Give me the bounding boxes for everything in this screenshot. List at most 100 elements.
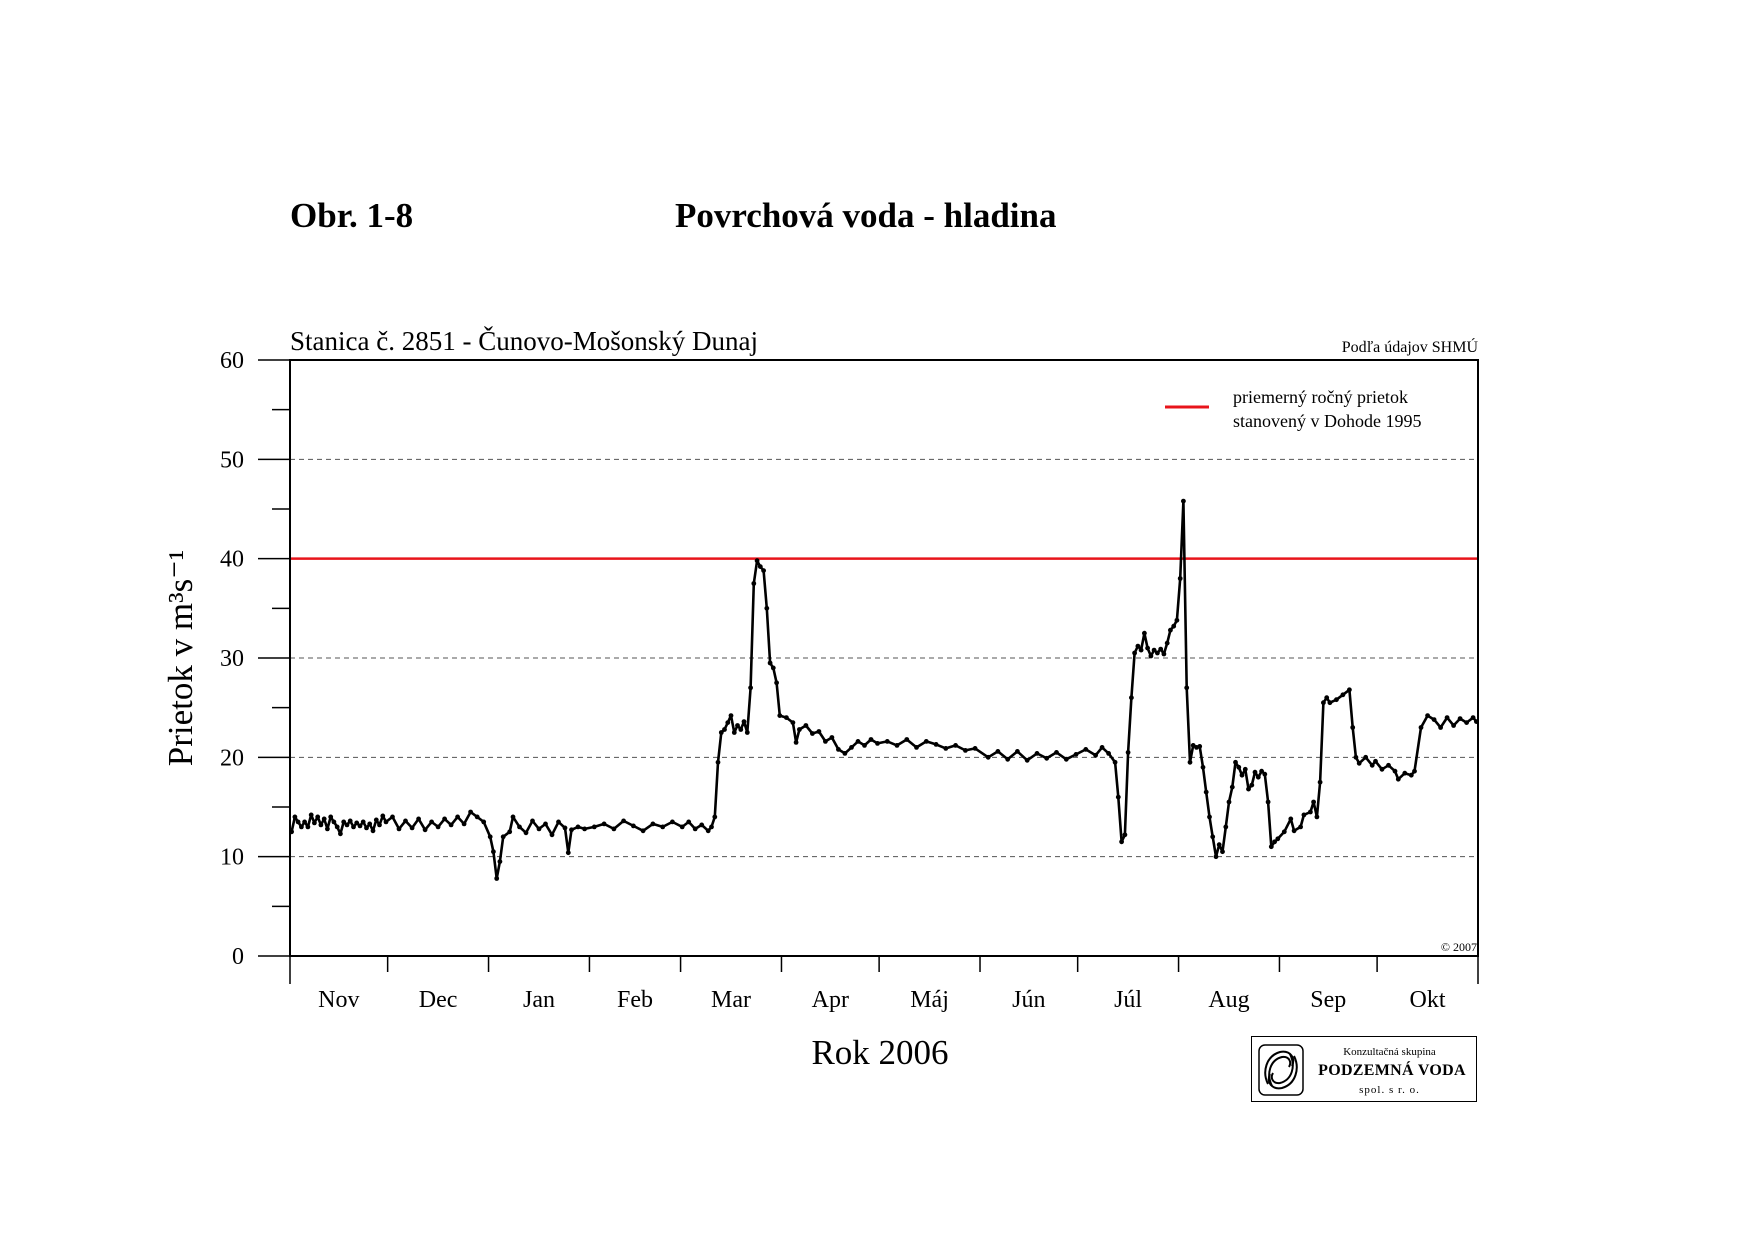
- data-point: [487, 834, 493, 840]
- data-point: [455, 814, 460, 820]
- data-point: [1298, 824, 1303, 830]
- data-point: [1015, 749, 1020, 754]
- series-layer: [289, 498, 1479, 881]
- data-point: [1265, 799, 1271, 805]
- month-label-Nov: Nov: [318, 987, 359, 1013]
- data-point: [1470, 715, 1476, 720]
- data-point: [722, 727, 727, 732]
- data-point: [321, 816, 327, 822]
- data-point: [1200, 764, 1206, 770]
- data-point: [1327, 700, 1333, 706]
- data-point: [995, 749, 1001, 754]
- data-point: [448, 822, 454, 828]
- data-point: [1135, 643, 1141, 649]
- data-point: [562, 825, 568, 831]
- data-point: [943, 746, 949, 751]
- data-point: [1132, 650, 1137, 656]
- data-point: [299, 824, 304, 830]
- data-point: [735, 723, 740, 728]
- data-point: [1259, 768, 1264, 774]
- data-point: [1174, 617, 1180, 623]
- copyright-note: © 2007: [1441, 940, 1477, 954]
- data-point: [686, 819, 692, 825]
- data-point: [1340, 692, 1346, 698]
- data-point: [709, 824, 714, 830]
- data-point: [1054, 750, 1059, 755]
- data-point: [1187, 759, 1193, 765]
- data-point: [1395, 776, 1401, 782]
- data-point: [862, 743, 867, 748]
- data-point: [953, 743, 958, 748]
- data-point: [468, 809, 473, 815]
- figure-title: Povrchová voda - hladina: [675, 196, 1057, 235]
- data-point: [308, 812, 314, 818]
- data-point: [611, 826, 617, 832]
- data-point: [1353, 754, 1359, 760]
- data-point: [679, 824, 685, 830]
- y-tick-label-60: 60: [220, 348, 244, 374]
- data-point: [1314, 814, 1320, 820]
- data-point: [985, 754, 991, 760]
- data-point: [1324, 695, 1330, 701]
- y-axis: 0 10 20 30 40 50 60: [220, 348, 290, 970]
- data-point: [875, 741, 880, 746]
- month-label-Júl: Júl: [1114, 987, 1142, 1013]
- data-point: [849, 745, 854, 750]
- data-point: [1236, 764, 1242, 770]
- data-point: [1158, 646, 1164, 652]
- data-point: [591, 824, 597, 830]
- data-point: [373, 817, 379, 823]
- data-point: [422, 827, 428, 833]
- data-point: [1210, 834, 1216, 840]
- data-point: [823, 739, 828, 744]
- data-point: [510, 814, 516, 820]
- data-point: [1369, 762, 1375, 768]
- data-point: [1431, 717, 1437, 722]
- data-point: [1229, 784, 1235, 790]
- data-point: [933, 742, 939, 747]
- data-point: [757, 564, 763, 569]
- data-point: [728, 713, 734, 718]
- data-point: [1402, 770, 1408, 776]
- data-point: [1168, 627, 1173, 633]
- data-point: [1138, 647, 1144, 653]
- data-point: [631, 823, 636, 829]
- data-point: [1451, 723, 1456, 728]
- data-point: [640, 828, 646, 834]
- data-point: [1216, 842, 1222, 848]
- data-point: [565, 850, 571, 856]
- data-point: [777, 713, 783, 718]
- data-point: [302, 819, 307, 825]
- data-point: [1226, 799, 1232, 805]
- data-point: [582, 826, 587, 832]
- data-point: [829, 735, 835, 740]
- data-point: [712, 814, 718, 820]
- data-point: [836, 747, 841, 752]
- y-tick-label-20: 20: [220, 745, 244, 771]
- y-tick-label-10: 10: [220, 845, 244, 871]
- data-point: [380, 813, 386, 819]
- data-point: [1181, 498, 1186, 504]
- data-point: [705, 828, 711, 834]
- data-point: [1197, 744, 1203, 749]
- data-point: [1262, 771, 1268, 777]
- data-point: [416, 816, 421, 822]
- legend-label-line2: stanovený v Dohode 1995: [1233, 411, 1421, 431]
- y-tick-label-50: 50: [220, 447, 244, 473]
- data-point: [1249, 782, 1255, 788]
- station-subtitle: Stanica č. 2851 - Čunovo-Mošonský Dunaj: [290, 326, 758, 356]
- data-point: [725, 720, 731, 725]
- data-point: [1063, 756, 1069, 762]
- data-point: [1044, 755, 1050, 761]
- data-point: [1291, 828, 1297, 834]
- data-point: [884, 739, 890, 744]
- data-point: [429, 819, 434, 825]
- data-point: [1220, 849, 1225, 855]
- data-point: [494, 876, 500, 881]
- data-point: [816, 729, 822, 734]
- data-point: [731, 730, 737, 735]
- data-point: [360, 819, 366, 825]
- data-point: [1005, 756, 1011, 762]
- data-point: [315, 814, 321, 820]
